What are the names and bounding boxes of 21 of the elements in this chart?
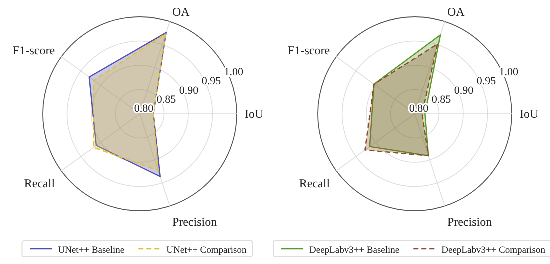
y-tick-label: 0.80	[134, 103, 154, 115]
spoke-label: Precision	[172, 214, 218, 229]
y-tick-label: 0.95	[202, 76, 222, 88]
legend-label: UNet++ Baseline	[58, 246, 125, 256]
y-tick-label: 0.90	[179, 84, 200, 97]
legend-label: DeepLabv3++ Baseline	[310, 246, 400, 256]
spoke-label: Recall	[24, 176, 56, 191]
spoke-label: Precision	[447, 214, 492, 229]
spoke-label: Recall	[299, 176, 331, 191]
spoke-label: OA	[447, 5, 466, 20]
spoke-label: F1-score	[13, 43, 56, 58]
legend-label: UNet++ Comparison	[166, 246, 247, 256]
spoke-label: IoU	[245, 107, 264, 121]
y-tick-label: 0.90	[454, 84, 474, 97]
spoke-label: F1-score	[288, 43, 330, 58]
legend-label: DeepLabv3++ Comparison	[442, 246, 546, 256]
spoke-label: OA	[172, 5, 190, 20]
spoke-label: IoU	[520, 107, 539, 121]
y-tick-label: 0.85	[156, 94, 177, 106]
y-tick-label: 0.95	[476, 76, 497, 88]
y-tick-label: 0.85	[432, 94, 452, 106]
